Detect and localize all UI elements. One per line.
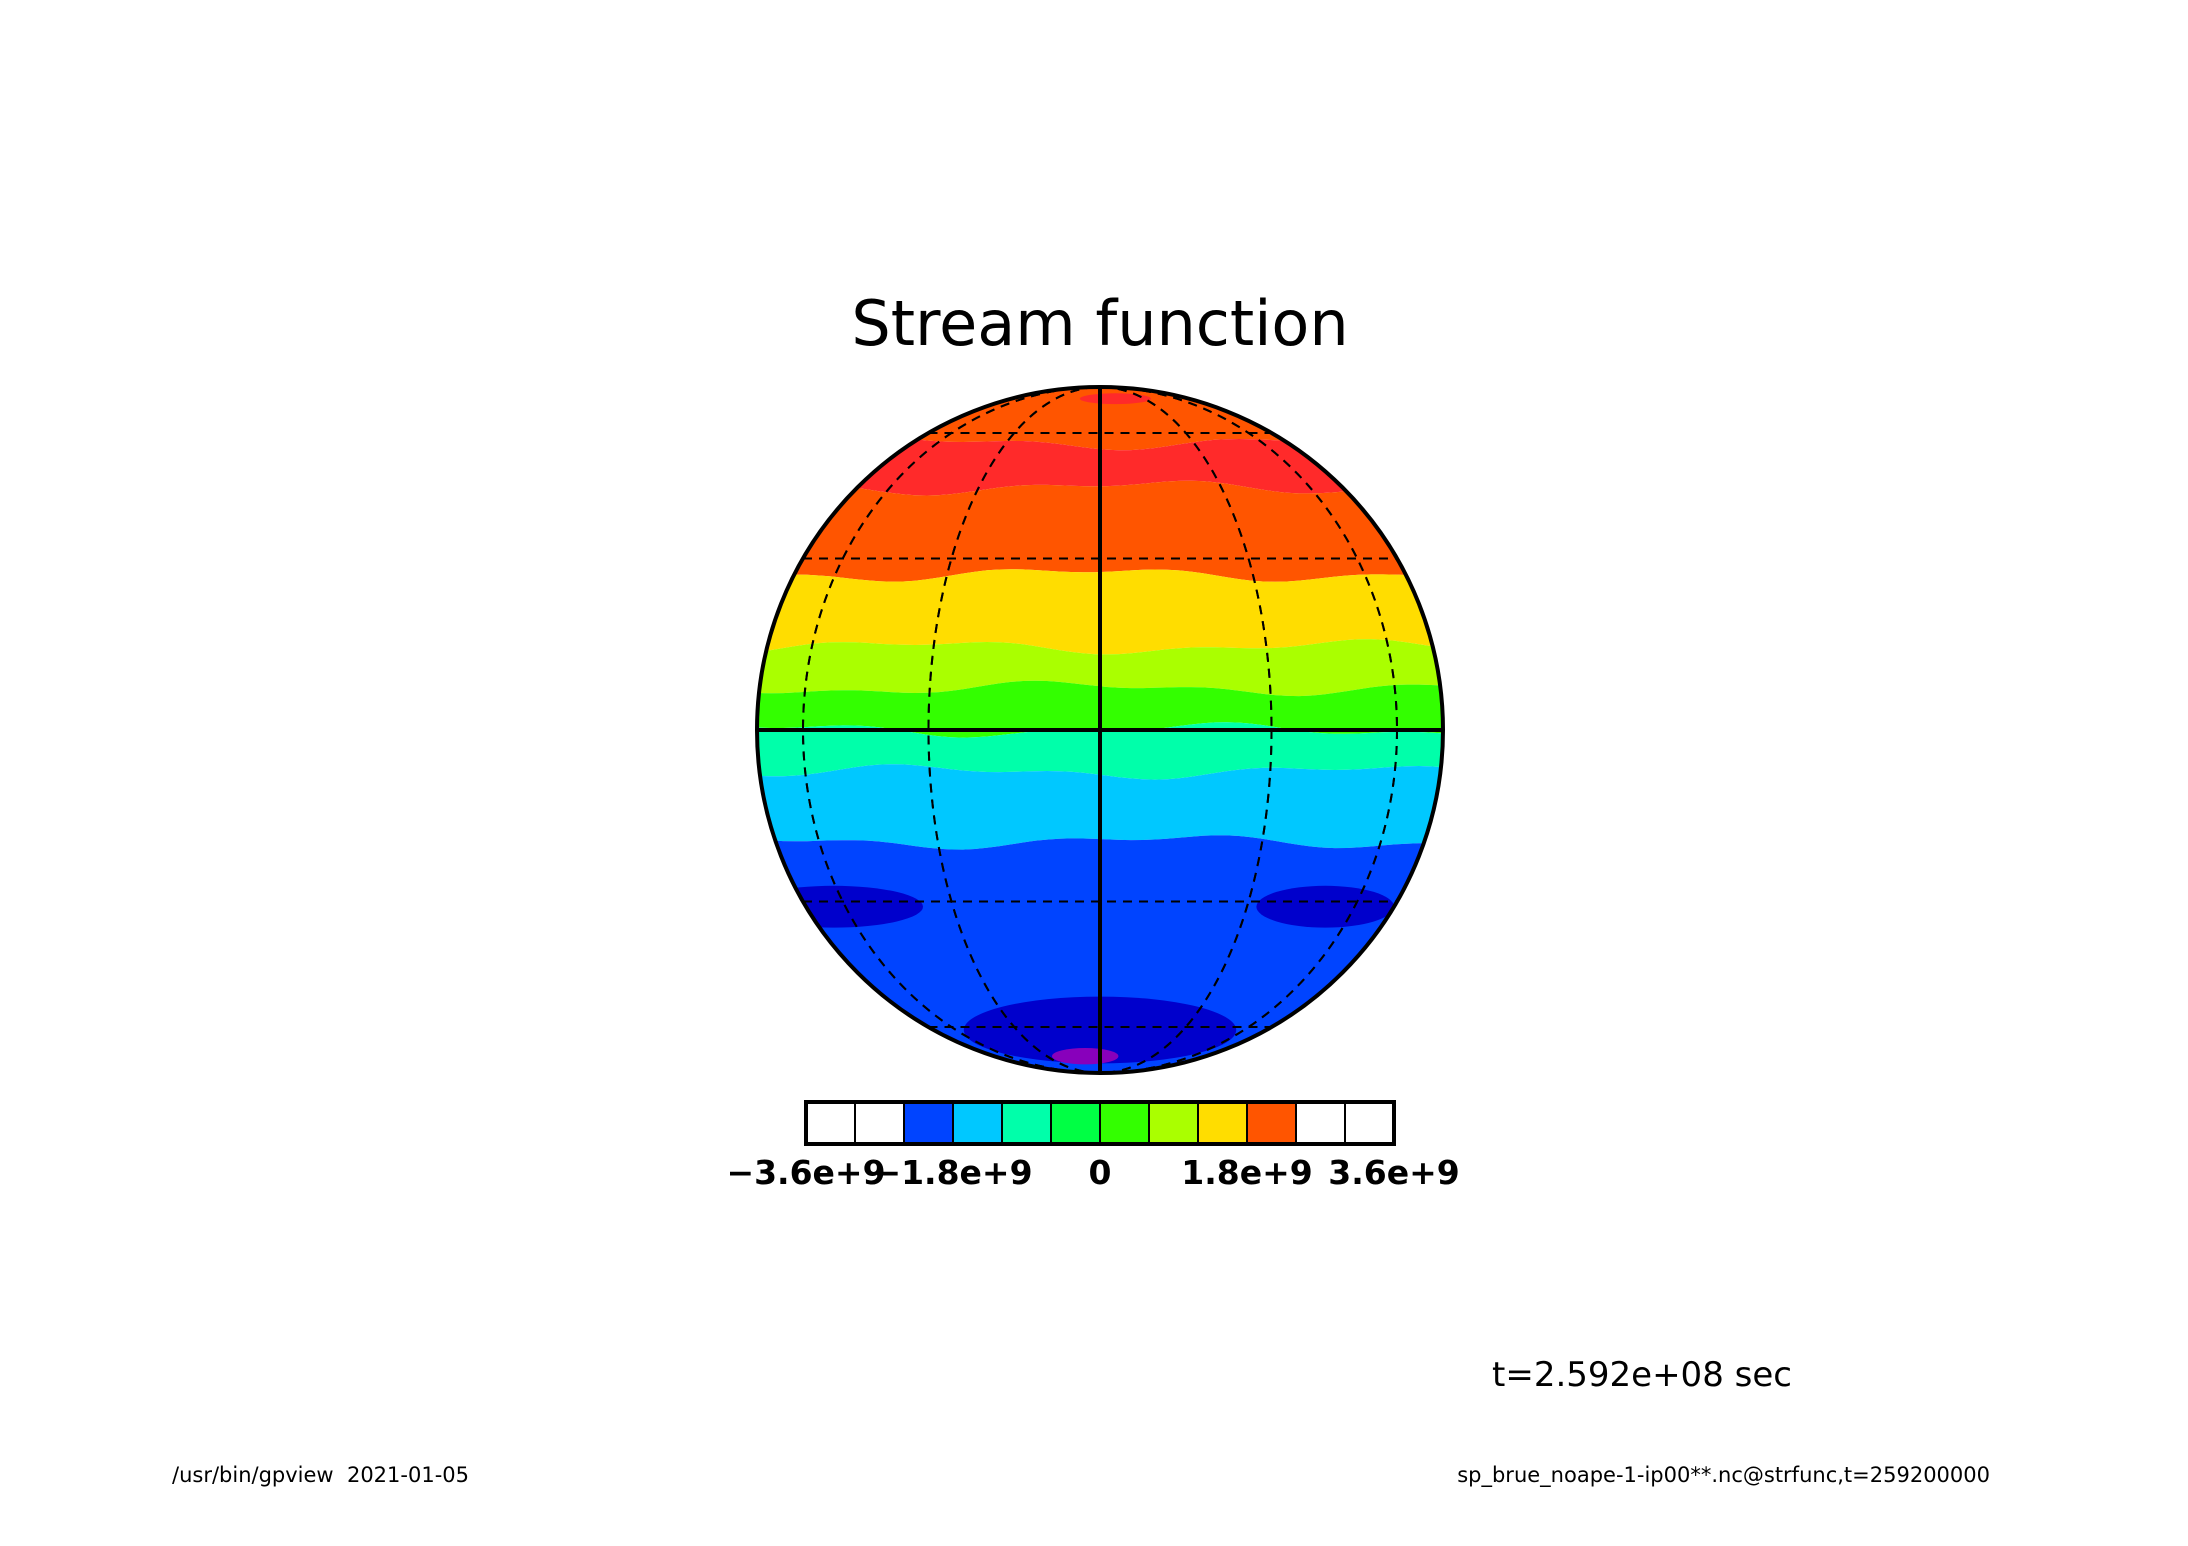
contour-blob-4 xyxy=(1052,1048,1119,1065)
colorbar-swatch xyxy=(1148,1101,1199,1145)
colorbar-swatch xyxy=(1050,1101,1101,1145)
contour-band-2 xyxy=(757,480,1443,582)
colorbar-swatch xyxy=(854,1101,905,1145)
colorbar-tick-label: 3.6e+9 xyxy=(1328,1153,1459,1192)
contour-blob-1 xyxy=(1256,885,1394,928)
chart-title: Stream function xyxy=(851,287,1348,360)
colorbar-frame xyxy=(804,1100,1396,1146)
colorbar-tick-label: −1.8e+9 xyxy=(873,1153,1032,1192)
globe-outline xyxy=(755,385,1445,1075)
contour-band-7 xyxy=(757,764,1443,850)
contour-band-5 xyxy=(757,680,1443,738)
colorbar-swatch xyxy=(1197,1101,1248,1145)
colorbar-swatch xyxy=(903,1101,954,1145)
colorbar-swatch xyxy=(805,1101,856,1145)
colorbar-swatch xyxy=(1295,1101,1346,1145)
contour-band-1 xyxy=(757,435,1443,496)
contour-blob-0 xyxy=(1079,393,1151,405)
colorbar-swatch xyxy=(1099,1101,1150,1145)
colorbar-tick-label: 0 xyxy=(1089,1153,1112,1192)
colorbar-swatch xyxy=(1001,1101,1052,1145)
globe-map xyxy=(755,385,1445,1075)
contour-blob-2 xyxy=(757,885,923,928)
footer-right-label: sp_brue_noape-1-ip00**.nc@strfunc,t=2592… xyxy=(1457,1463,1990,1488)
colorbar-swatch xyxy=(1344,1101,1395,1145)
colorbar-tick-label: 1.8e+9 xyxy=(1181,1153,1312,1192)
contour-band-4 xyxy=(757,639,1443,697)
time-label: t=2.592e+08 sec xyxy=(1492,1355,1792,1395)
footer-left-label: /usr/bin/gpview 2021-01-05 xyxy=(172,1463,469,1487)
contour-band-3 xyxy=(757,569,1443,655)
contour-band-6 xyxy=(757,722,1443,780)
colorbar-swatch xyxy=(1246,1101,1297,1145)
colorbar-tick-label: −3.6e+9 xyxy=(726,1153,885,1192)
colorbar: −3.6e+9−1.8e+9 0 1.8e+9 3.6e+9 xyxy=(726,1100,1460,1192)
colorbar-swatch xyxy=(952,1101,1003,1145)
